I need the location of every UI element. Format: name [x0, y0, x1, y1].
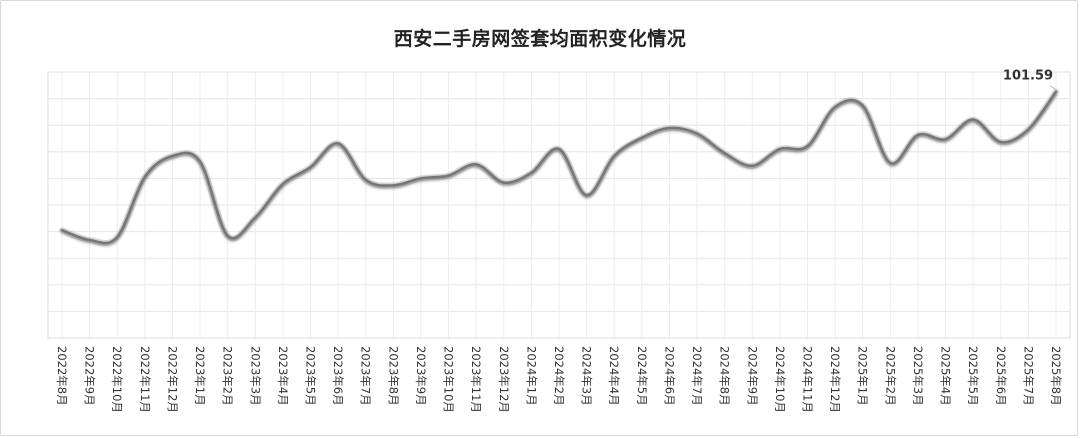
data-point — [171, 155, 173, 157]
data-label-leader — [1049, 85, 1057, 91]
x-tick-label: 2022年10月 — [110, 346, 124, 413]
data-point — [889, 162, 891, 164]
x-tick-label: 2024年12月 — [828, 346, 842, 413]
data-point — [61, 229, 63, 231]
x-tick-label: 2023年11月 — [469, 346, 483, 413]
x-tick-label: 2024年10月 — [773, 346, 787, 413]
data-point — [88, 239, 90, 241]
data-point — [779, 148, 781, 150]
series-layer — [59, 88, 1059, 247]
x-tick-label: 2023年2月 — [221, 346, 235, 406]
x-tick-label: 2023年1月 — [193, 346, 207, 406]
data-point — [116, 236, 118, 238]
x-tick-label: 2024年7月 — [690, 346, 704, 406]
data-point — [1000, 141, 1002, 143]
data-point — [917, 134, 919, 136]
x-tick-label: 2023年3月 — [248, 346, 262, 406]
x-tick-label: 2023年7月 — [359, 346, 373, 406]
x-tick-label: 2023年10月 — [442, 346, 456, 413]
x-tick-label: 2023年9月 — [414, 346, 428, 406]
x-tick-label: 2023年8月 — [386, 346, 400, 406]
x-tick-label: 2025年7月 — [1021, 346, 1035, 406]
x-tick-label: 2025年1月 — [856, 346, 870, 406]
data-point — [365, 179, 367, 181]
data-point — [144, 176, 146, 178]
data-point — [199, 160, 201, 162]
data-point — [282, 183, 284, 185]
x-tick-label: 2024年9月 — [745, 346, 759, 406]
series-line — [60, 90, 1058, 245]
data-point — [558, 148, 560, 150]
data-point — [668, 127, 670, 129]
x-axis: 2022年8月 2022年9月 2022年10月 2022年11月 2022年12月 20… — [55, 346, 1063, 413]
data-point — [337, 142, 339, 144]
data-point — [1055, 91, 1057, 93]
x-tick-label: 2022年11月 — [138, 346, 152, 413]
x-tick-label: 2024年3月 — [580, 346, 594, 406]
x-tick-label: 2025年2月 — [883, 346, 897, 406]
x-tick-label: 2024年11月 — [801, 346, 815, 413]
x-tick-label: 2024年8月 — [718, 346, 732, 406]
data-point — [613, 155, 615, 157]
x-tick-label: 2023年12月 — [497, 346, 511, 413]
data-point — [806, 145, 808, 147]
data-point — [475, 163, 477, 165]
x-tick-label: 2024年4月 — [607, 346, 621, 406]
x-tick-label: 2025年5月 — [966, 346, 980, 406]
chart-title: 西安二手房网签套均面积变化情况 — [393, 28, 687, 50]
x-tick-label: 2025年4月 — [939, 346, 953, 406]
grid — [47, 71, 1071, 339]
data-point — [392, 184, 394, 186]
data-point — [309, 166, 311, 168]
data-point — [944, 138, 946, 140]
x-tick-label: 2022年8月 — [55, 346, 69, 406]
x-tick-label: 2024年5月 — [635, 346, 649, 406]
data-label: 101.59 — [1003, 69, 1053, 84]
data-point — [420, 177, 422, 179]
data-point — [862, 104, 864, 106]
data-point — [972, 118, 974, 120]
data-point — [1027, 128, 1029, 130]
x-tick-label: 2023年5月 — [304, 346, 318, 406]
x-tick-label: 2025年8月 — [1049, 346, 1063, 406]
data-point — [834, 106, 836, 108]
data-point — [447, 174, 449, 176]
x-tick-label: 2022年12月 — [165, 346, 179, 413]
x-tick-label: 2024年6月 — [662, 346, 676, 406]
data-point — [254, 216, 256, 218]
x-tick-label: 2023年6月 — [331, 346, 345, 406]
data-point — [503, 181, 505, 183]
plot-area-border — [47, 71, 1071, 339]
data-point — [751, 165, 753, 167]
data-point — [723, 152, 725, 154]
data-point — [696, 132, 698, 134]
x-tick-label: 2025年6月 — [994, 346, 1008, 406]
data-point — [226, 235, 228, 237]
data-point — [585, 194, 587, 196]
x-tick-label: 2022年9月 — [83, 346, 97, 406]
x-tick-label: 2024年2月 — [552, 346, 566, 406]
data-label-layer: 101.59 — [1003, 69, 1057, 91]
x-tick-label: 2023年4月 — [276, 346, 290, 406]
x-tick-label: 2024年1月 — [524, 346, 538, 406]
data-point — [641, 137, 643, 139]
data-point — [530, 172, 532, 174]
x-tick-label: 2025年3月 — [911, 346, 925, 406]
